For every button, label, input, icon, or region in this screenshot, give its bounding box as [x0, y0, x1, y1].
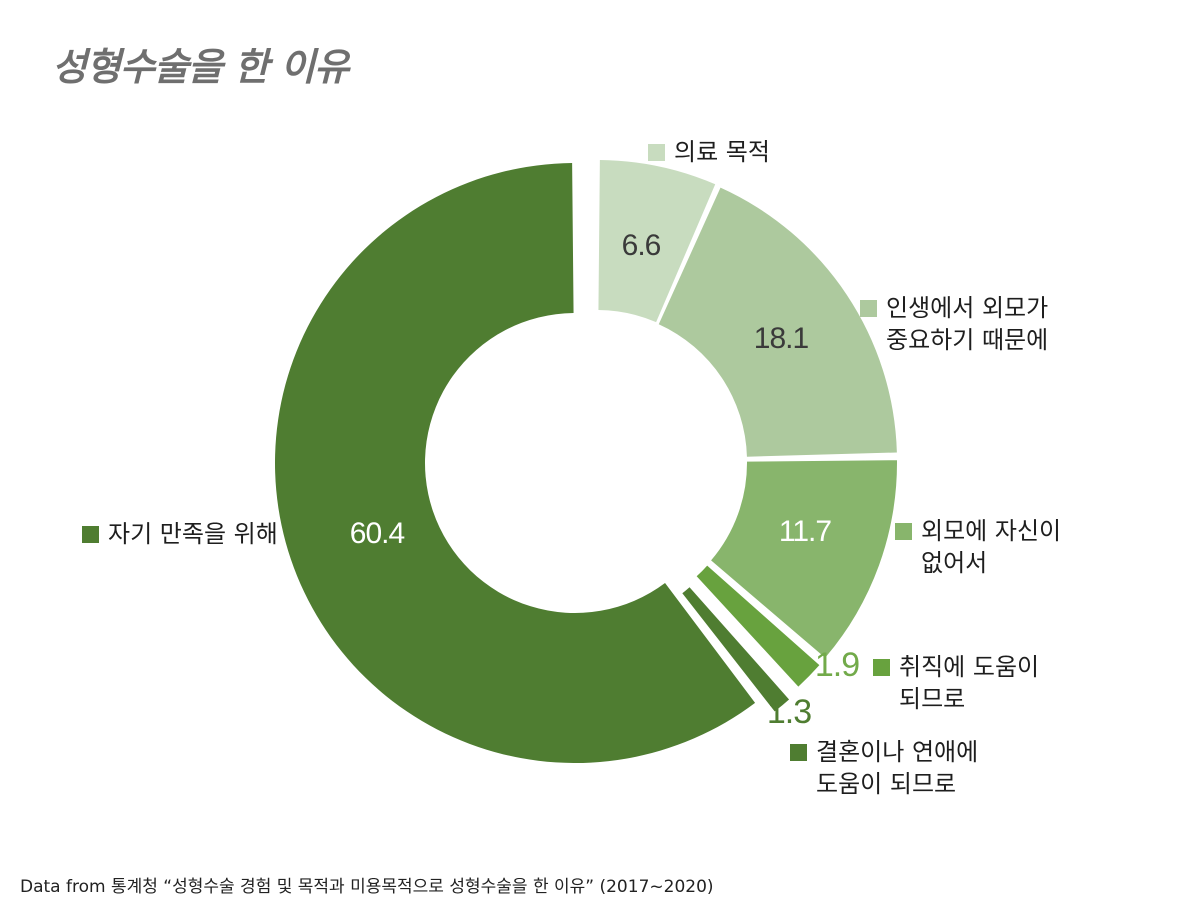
legend-label: 의료 목적 [674, 138, 770, 166]
donut-slice [275, 163, 756, 764]
legend-swatch [873, 659, 890, 676]
donut-slice [711, 460, 897, 658]
source-note: Data from 통계청 “성형수술 경험 및 목적과 미용목적으로 성형수술… [20, 877, 714, 897]
legend-swatch [648, 144, 665, 161]
legend-item: 자기 만족을 위해 [82, 518, 278, 550]
legend-label: 외모에 자신이 [921, 517, 1062, 545]
donut-slice [658, 187, 897, 457]
legend-label-line2: 중요하기 때문에 [886, 326, 1049, 354]
legend-label: 자기 만족을 위해 [108, 520, 278, 548]
chart-title: 성형수술을 한 이유 [52, 45, 349, 89]
legend-swatch [790, 744, 807, 761]
legend-label: 취직에 도움이 [899, 653, 1040, 681]
legend-item: 의료 목적 [648, 136, 770, 168]
slice-value-label: 18.1 [754, 322, 809, 355]
slice-value-label: 6.6 [622, 229, 661, 262]
legend-label-line2: 되므로 [899, 685, 966, 713]
legend-label-line2: 없어서 [921, 549, 988, 577]
legend-swatch [860, 300, 877, 317]
slice-value-label: 11.7 [779, 515, 831, 548]
slice-value-label: 1.9 [815, 646, 859, 684]
legend-swatch [895, 523, 912, 540]
donut-slice [696, 565, 820, 687]
slice-value-label: 1.3 [767, 693, 811, 731]
legend-label-line2: 도움이 되므로 [816, 770, 957, 798]
slice-value-label: 60.4 [350, 517, 405, 550]
donut-slice [598, 160, 716, 323]
legend-swatch [82, 526, 99, 543]
donut-slice [682, 587, 790, 712]
legend-label: 결혼이나 연애에 [816, 738, 979, 766]
legend-label: 인생에서 외모가 [886, 294, 1049, 322]
